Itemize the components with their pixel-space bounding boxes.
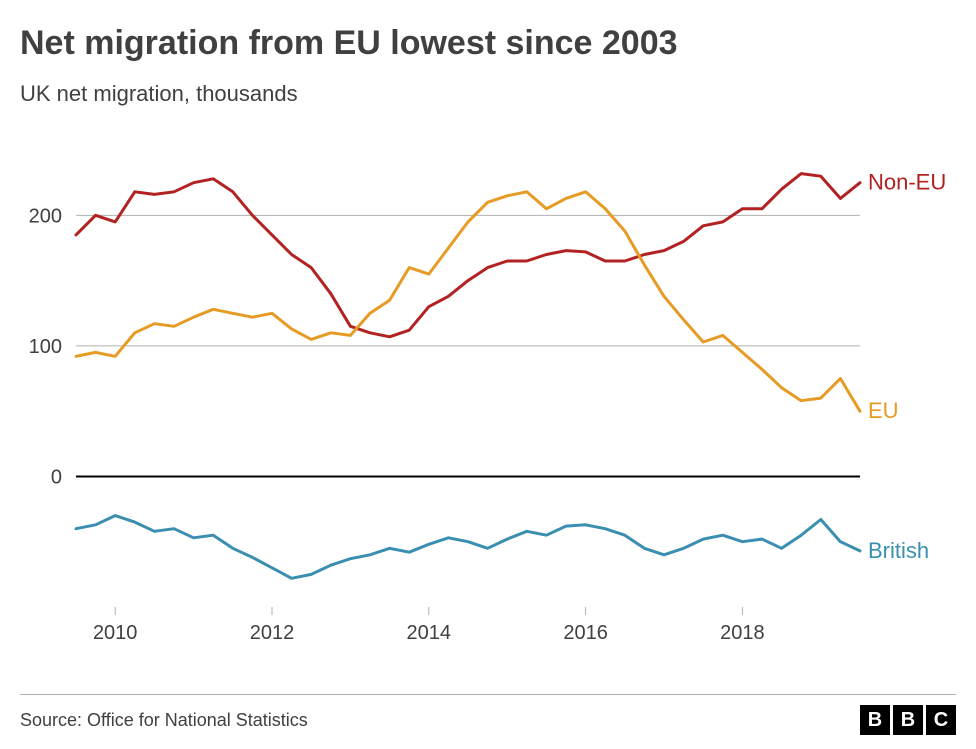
series-line-british — [76, 516, 860, 579]
y-axis-label: 100 — [29, 336, 62, 358]
source-text: Source: Office for National Statistics — [20, 710, 308, 731]
series-line-non-eu — [76, 174, 860, 337]
series-line-eu — [76, 192, 860, 411]
y-axis-label: 0 — [51, 466, 62, 488]
x-axis-label: 2014 — [407, 622, 452, 644]
bbc-logo-letter: B — [893, 705, 923, 735]
series-label-non-eu: Non-EU — [868, 170, 946, 195]
bbc-logo-letter: C — [926, 705, 956, 735]
series-label-eu: EU — [868, 398, 899, 423]
bbc-logo-letter: B — [860, 705, 890, 735]
x-axis-label: 2012 — [250, 622, 295, 644]
chart-plot-area: 0 100 200 2010 2012 2014 2016 2018 Non-EU EU Briti… — [20, 117, 956, 694]
chart-subtitle: UK net migration, thousands — [20, 81, 956, 107]
y-axis-label: 200 — [29, 205, 62, 227]
chart-title: Net migration from EU lowest since 2003 — [20, 24, 956, 63]
chart-footer: Source: Office for National Statistics B… — [20, 694, 956, 749]
series-label-british: British — [868, 538, 929, 563]
x-axis-label: 2010 — [93, 622, 138, 644]
x-axis-label: 2018 — [720, 622, 765, 644]
line-chart-svg: 0 100 200 2010 2012 2014 2016 2018 Non-EU EU Briti… — [20, 117, 956, 657]
chart-container: Net migration from EU lowest since 2003 … — [0, 0, 976, 749]
x-axis-label: 2016 — [563, 622, 608, 644]
bbc-logo: B B C — [860, 705, 956, 735]
